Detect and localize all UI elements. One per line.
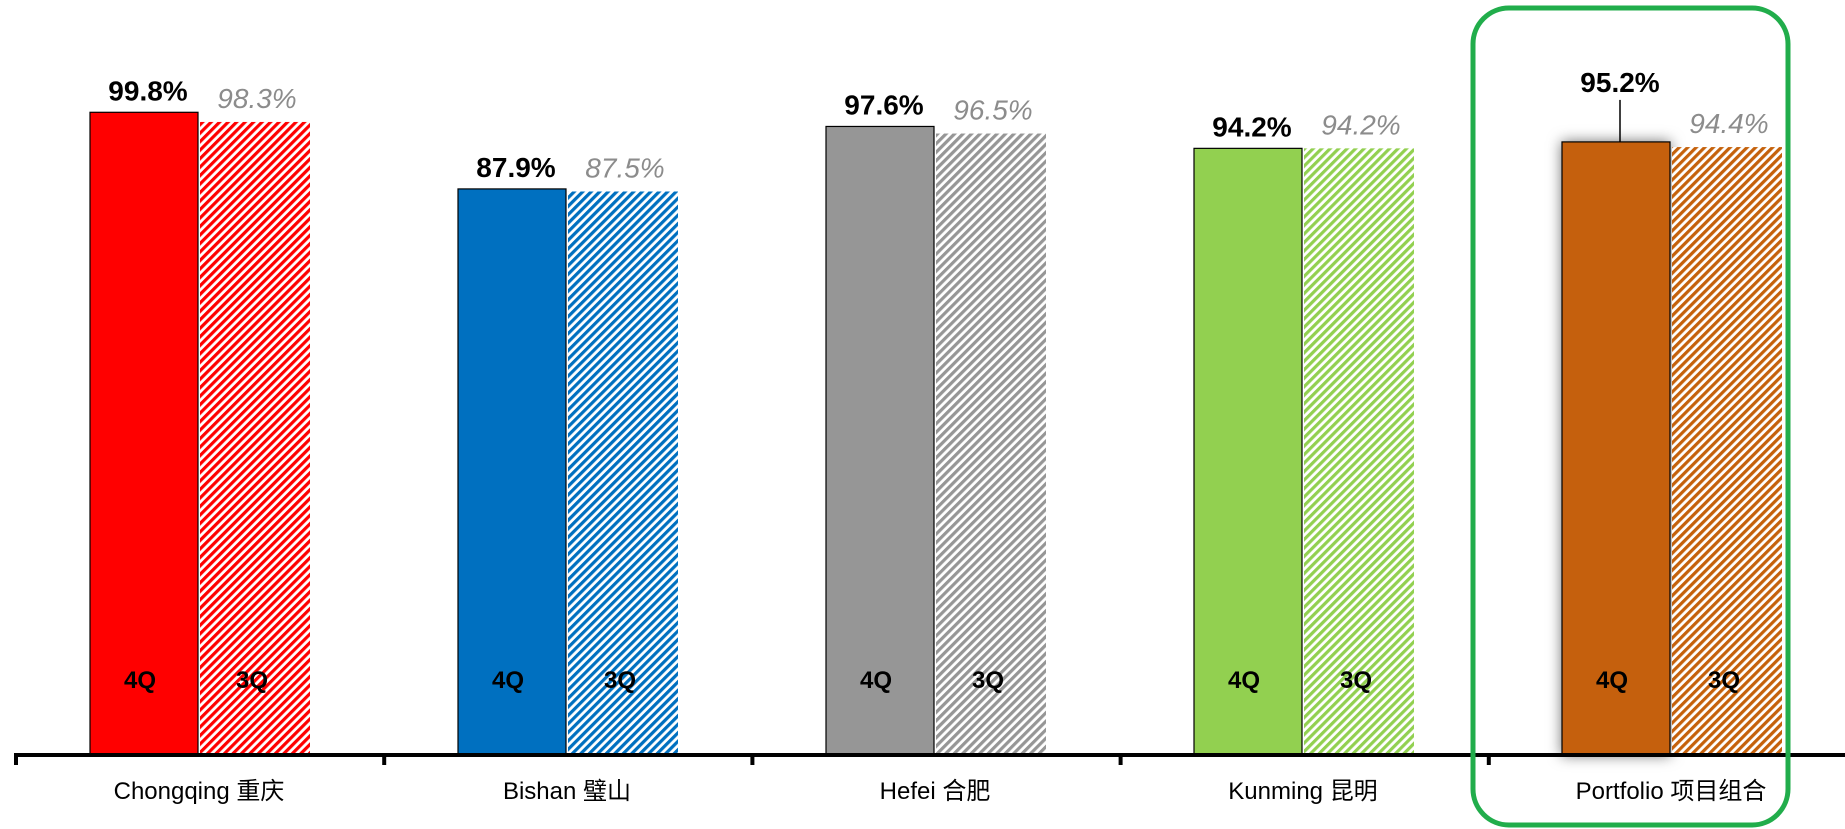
series-label-4q-portfolio: 4Q [1596,667,1628,694]
value-label-3q-portfolio: 94.4% [1689,108,1768,139]
labels-layer: 99.8% 98.3% 4Q 3Q 87.9% 87.5% 4Q 3Q 97.6% 96.5% 4Q… [108,67,1768,694]
value-label-4q-kunming: 94.2% [1212,111,1291,142]
category-label-chongqing: Chongqing 重庆 [114,778,285,805]
bar-3q-hefei [936,133,1046,756]
bar-4q-hefei [825,125,935,756]
value-label-3q-chongqing: 98.3% [217,83,296,114]
bar-3q-portfolio [1672,147,1782,756]
series-label-4q-bishan: 4Q [492,667,524,694]
series-label-4q-hefei: 4Q [860,667,892,694]
series-label-4q-chongqing: 4Q [124,667,156,694]
series-label-3q-bishan: 3Q [604,667,636,694]
bar-4q-bishan [457,188,567,756]
series-label-3q-portfolio: 3Q [1708,667,1740,694]
series-label-3q-kunming: 3Q [1340,667,1372,694]
category-label-bishan: Bishan 璧山 [503,778,631,805]
x-axis: Chongqing 重庆 Bishan 璧山 Hefei 合肥 Kunming 昆明 P… [14,5,1845,828]
category-label-portfolio: Portfolio 项目组合 [1576,778,1767,805]
value-label-3q-kunming: 94.2% [1321,109,1400,140]
highlight-box [1470,5,1791,828]
bar-4q-chongqing [89,111,199,756]
value-label-4q-portfolio: 95.2% [1580,67,1659,98]
series-label-4q-kunming: 4Q [1228,667,1260,694]
bar-3q-bishan [568,191,678,755]
value-label-4q-hefei: 97.6% [844,89,923,120]
value-label-4q-chongqing: 99.8% [108,75,187,106]
bar-3q-kunming [1304,148,1414,756]
bar-4q-kunming [1193,147,1303,756]
bar-4q-portfolio [1561,141,1671,756]
category-label-kunming: Kunming 昆明 [1228,778,1377,805]
value-label-4q-bishan: 87.9% [476,152,555,183]
series-label-3q-chongqing: 3Q [236,667,268,694]
bar-3q-chongqing [200,121,310,755]
value-label-3q-bishan: 87.5% [585,153,664,184]
series-label-3q-hefei: 3Q [972,667,1004,694]
value-label-3q-hefei: 96.5% [953,95,1032,126]
category-label-hefei: Hefei 合肥 [880,778,991,805]
bars-layer [89,111,1782,756]
